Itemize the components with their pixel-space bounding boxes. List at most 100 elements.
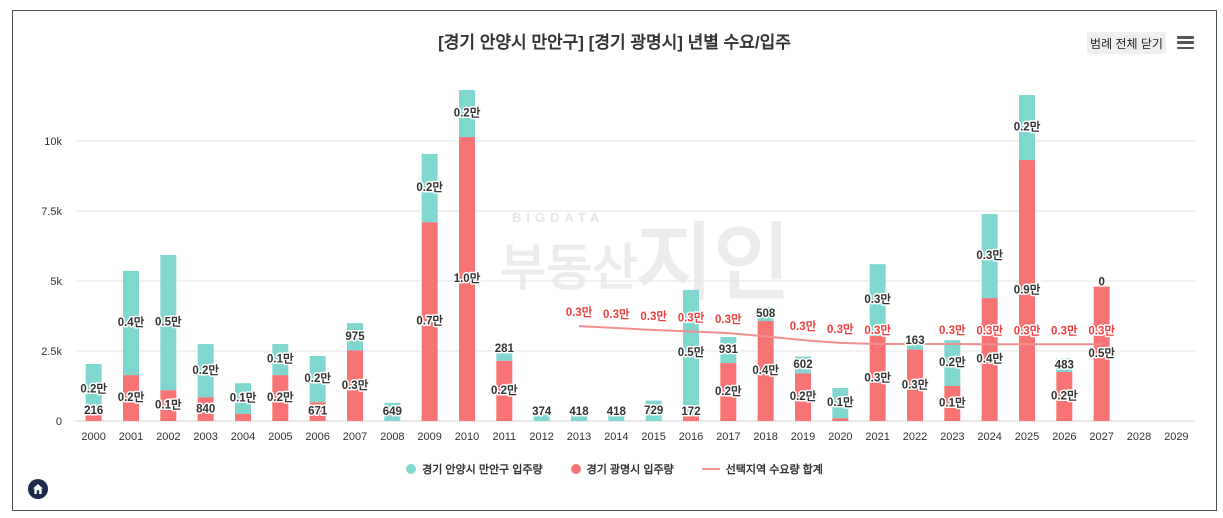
data-label-manan-gu: 418 — [569, 406, 589, 418]
bar-manan-gu[interactable] — [459, 90, 475, 138]
bar-gwangmyeong-si[interactable] — [309, 402, 326, 421]
bar-manan-gu[interactable] — [645, 400, 662, 421]
line-demand-total[interactable] — [578, 325, 1102, 346]
bar-gwangmyeong-si[interactable] — [757, 321, 774, 421]
bar-manan-gu[interactable] — [907, 345, 923, 350]
data-label-demand-total: 0.3만 — [1051, 323, 1078, 337]
data-label-demand-total: 0.3만 — [678, 310, 705, 324]
data-label-manan-gu: 0.3만 — [976, 248, 1003, 262]
bar-manan-gu[interactable] — [683, 289, 699, 417]
data-label-manan-gu: 163 — [905, 335, 924, 347]
bar-gwangmyeong-si[interactable] — [795, 373, 811, 421]
bar-manan-gu[interactable] — [272, 344, 289, 376]
data-label-demand-total: 0.3만 — [603, 307, 630, 321]
menu-bar — [1177, 41, 1194, 44]
bar-manan-gu[interactable] — [123, 270, 139, 376]
data-label-gwangmyeong-si: 172 — [681, 406, 700, 418]
data-label-manan-gu: 0.2만 — [192, 363, 219, 377]
data-label-gwangmyeong-si: 0.7만 — [416, 314, 443, 328]
legend-item-gwangmyeong-si[interactable]: 경기 광명시 입주량 — [570, 461, 674, 477]
data-label-manan-gu: 649 — [383, 406, 402, 418]
axis-layer: 0 2.5k 5k 7.5k 10k 2000 2001 2002 2003 2004 2005 20… — [41, 136, 1188, 443]
legend-item-manan-gu[interactable]: 경기 안양시 만안구 입주량 — [406, 461, 543, 477]
x-tick-label: 2014 — [604, 431, 628, 443]
data-label-gwangmyeong-si: 0.2만 — [715, 384, 742, 398]
bar-manan-gu[interactable] — [869, 264, 886, 336]
x-tick-label: 2011 — [493, 431, 517, 443]
bar-gwangmyeong-si[interactable] — [944, 386, 961, 421]
bar-manan-gu[interactable] — [608, 409, 625, 421]
bar-manan-gu[interactable] — [1019, 95, 1035, 161]
bar-manan-gu[interactable] — [347, 323, 363, 351]
x-tick-label: 2013 — [567, 431, 591, 443]
bar-manan-gu[interactable] — [832, 387, 849, 419]
bar-manan-gu[interactable] — [384, 402, 401, 421]
bar-gwangmyeong-si[interactable] — [981, 298, 998, 421]
data-label-demand-total: 0.3만 — [566, 305, 593, 319]
legend-toggle-button[interactable]: 범례 전체 닫기 — [1087, 32, 1166, 54]
bar-gwangmyeong-si[interactable] — [683, 416, 699, 421]
bar-gwangmyeong-si[interactable] — [1019, 160, 1035, 422]
bar-gwangmyeong-si[interactable] — [720, 363, 737, 421]
bar-manan-gu[interactable] — [533, 410, 550, 421]
x-tick-label: 2005 — [268, 431, 292, 443]
x-tick-label: 2015 — [641, 431, 665, 443]
data-label-manan-gu: 0.2만 — [80, 382, 107, 396]
bar-manan-gu[interactable] — [421, 153, 438, 223]
bar-gwangmyeong-si[interactable] — [347, 350, 363, 421]
data-label-manan-gu: 0.1만 — [267, 352, 294, 366]
data-label-gwangmyeong-si: 0.5만 — [1088, 346, 1115, 360]
hamburger-menu-icon[interactable] — [1177, 36, 1194, 49]
legend-item-demand-total[interactable]: 선택지역 수요량 합계 — [701, 461, 823, 477]
bar-manan-gu[interactable] — [496, 352, 513, 361]
grid-layer — [75, 140, 1195, 422]
legend-label-gwangmyeong-si: 경기 광명시 입주량 — [586, 464, 674, 476]
bar-gwangmyeong-si[interactable] — [832, 418, 849, 421]
x-tick-label: 2027 — [1089, 431, 1113, 443]
bar-gwangmyeong-si[interactable] — [907, 349, 923, 421]
data-label-gwangmyeong-si: 0.2만 — [267, 390, 294, 404]
x-tick-label: 2009 — [417, 431, 441, 443]
bar-manan-gu[interactable] — [160, 254, 177, 391]
bar-manan-gu[interactable] — [197, 344, 214, 398]
x-tick-label: 2018 — [753, 431, 777, 443]
bar-gwangmyeong-si[interactable] — [459, 137, 475, 421]
data-label-manan-gu: 0.1만 — [827, 395, 854, 409]
bar-manan-gu[interactable] — [571, 409, 587, 421]
bar-manan-gu[interactable] — [795, 356, 811, 374]
data-label-gwangmyeong-si: 671 — [308, 406, 328, 418]
home-icon[interactable] — [28, 479, 48, 499]
bar-gwangmyeong-si[interactable] — [496, 360, 513, 421]
data-label-gwangmyeong-si: 0.4만 — [752, 363, 779, 377]
data-label-manan-gu: 0.1만 — [230, 391, 257, 405]
bar-manan-gu[interactable] — [85, 363, 102, 415]
bar-gwangmyeong-si[interactable] — [235, 414, 251, 421]
bar-manan-gu[interactable] — [944, 340, 961, 386]
data-label-manan-gu: 0.2만 — [454, 106, 481, 120]
bar-gwangmyeong-si[interactable] — [272, 375, 289, 421]
data-label-gwangmyeong-si: 0.2만 — [118, 390, 145, 404]
bar-manan-gu[interactable] — [720, 336, 737, 364]
bar-gwangmyeong-si[interactable] — [1056, 372, 1073, 421]
bar-gwangmyeong-si[interactable] — [160, 390, 177, 421]
bar-gwangmyeong-si[interactable] — [421, 222, 438, 421]
bar-manan-gu[interactable] — [235, 383, 251, 414]
bar-gwangmyeong-si[interactable] — [85, 414, 102, 421]
bar-gwangmyeong-si[interactable] — [197, 397, 214, 421]
menu-bar — [1177, 46, 1194, 49]
data-label-demand-total: 0.3만 — [1014, 323, 1041, 337]
data-label-demand-total: 0.3만 — [827, 322, 854, 336]
bar-manan-gu[interactable] — [309, 356, 326, 403]
chart-title: [경기 안양시 만안구] [경기 광명시] 년별 수요/입주 — [438, 33, 791, 52]
bar-manan-gu[interactable] — [981, 214, 998, 299]
x-tick-label: 2010 — [455, 431, 479, 443]
data-label-gwangmyeong-si: 0.2만 — [491, 383, 518, 397]
data-label-manan-gu: 975 — [345, 331, 365, 343]
bar-gwangmyeong-si[interactable] — [123, 375, 139, 421]
bar-gwangmyeong-si[interactable] — [1093, 286, 1110, 421]
line-layer — [578, 325, 1102, 346]
bar-gwangmyeong-si[interactable] — [869, 335, 886, 421]
bar-manan-gu[interactable] — [1056, 358, 1073, 372]
bar-manan-gu[interactable] — [757, 306, 774, 322]
y-tick-label: 7.5k — [41, 206, 62, 218]
